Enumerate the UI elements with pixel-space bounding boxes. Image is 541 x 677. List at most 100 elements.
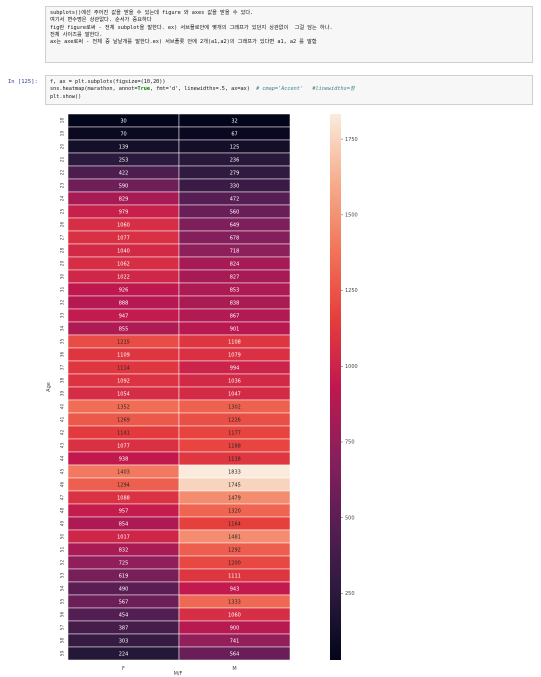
cell-annotation: 1141 [117,430,130,436]
markdown-line: fig란 figure로써 - 전체 subplot을 말한다. ex) 서브플… [50,24,333,31]
cell-annotation: 947 [119,313,129,319]
cell-annotation: 1352 [117,404,130,410]
y-tick-label: 49 [60,521,66,527]
cell-annotation: 139 [119,144,129,150]
colorbar-tick-label: 1750 [345,137,358,143]
code-line: f, ax = plt.subplots(figsize=(10,20)) [50,79,166,85]
cell-annotation: 827 [230,274,240,280]
cell-annotation: 1215 [117,339,130,345]
cell-annotation: 1062 [117,261,130,267]
cell-annotation: 855 [119,326,129,332]
y-tick-label: 30 [60,274,66,280]
cell-annotation: 1177 [228,430,241,436]
y-tick-label: 59 [60,651,66,657]
y-tick-label: 53 [60,573,66,579]
y-tick-label: 51 [60,547,66,553]
cell-annotation: 1118 [228,456,241,462]
cell-annotation: 279 [230,170,240,176]
code-text: , fmt='d', linewidths=.5, ax=ax) [149,86,257,93]
cell-annotation: 824 [230,261,240,267]
cell-annotation: 560 [230,209,240,215]
cell-annotation: 649 [230,222,240,228]
cell-annotation: 1226 [228,417,241,423]
code-text: sns.heatmap(marathon, annot= [50,86,138,93]
y-tick-label: 32 [60,300,66,306]
cell-annotation: 854 [119,521,129,527]
cell-annotation: 741 [230,638,240,644]
code-cell[interactable]: f, ax = plt.subplots(figsize=(10,20)) sn… [45,75,533,105]
cell-annotation: 1060 [117,222,130,228]
cell-annotation: 70 [120,131,126,137]
cell-annotation: 32 [231,118,237,124]
markdown-cell[interactable]: subplots()에선 주어진 값을 받을 수 있는데 figure 와 ax… [45,6,533,63]
colorbar-tick-label: 750 [345,440,355,446]
y-tick-label: 19 [60,131,66,137]
x-axis-label: M/F [174,671,183,677]
cell-annotation: 253 [119,157,129,163]
colorbar-tick-label: 1500 [345,213,358,219]
cell-annotation: 567 [119,599,129,605]
cell-annotation: 1092 [117,378,130,384]
cell-annotation: 853 [230,287,240,293]
y-tick-label: 45 [60,469,66,475]
y-tick-label: 50 [60,534,66,540]
y-tick-label: 23 [60,183,66,189]
cell-annotation: 1188 [228,443,241,449]
y-tick-label: 39 [60,391,66,397]
cell-annotation: 1060 [228,612,241,618]
heatmap-cell [178,646,291,661]
cell-annotation: 1108 [228,339,241,345]
cell-annotation: 938 [119,456,129,462]
cell-annotation: 1036 [228,378,241,384]
code-keyword: True [137,86,150,93]
cell-annotation: 236 [230,157,240,163]
code-line: plt.show() [50,93,82,100]
cell-annotation: 1077 [117,235,130,241]
cell-annotation: 1114 [117,365,130,371]
cell-annotation: 1302 [228,404,241,410]
y-tick-label: 57 [60,625,66,631]
cell-annotation: 957 [119,508,129,514]
cell-annotation: 1111 [228,573,241,579]
y-tick-label: 56 [60,612,66,618]
cell-annotation: 1077 [117,443,130,449]
cell-annotation: 1269 [117,417,130,423]
y-tick-label: 28 [60,248,66,254]
cell-annotation: 1481 [228,534,241,540]
cell-annotation: 387 [119,625,129,631]
cell-annotation: 838 [230,300,240,306]
y-tick-label: 47 [60,495,66,501]
cell-annotation: 1292 [228,547,241,553]
y-tick-label: 48 [60,508,66,514]
y-tick-label: 55 [60,599,66,605]
cell-annotation: 994 [230,365,240,371]
cell-annotation: 1088 [117,495,130,501]
y-tick-label: 29 [60,261,66,267]
cell-annotation: 1017 [117,534,130,540]
cell-annotation: 1047 [228,391,241,397]
colorbar-tick-label: 500 [345,515,355,521]
cell-annotation: 619 [119,573,129,579]
markdown-line: 여기서 변수명은 상관없다. 순서가 중요하다 [50,17,152,24]
cell-annotation: 901 [230,326,240,332]
cell-annotation: 590 [119,183,129,189]
cell-annotation: 867 [230,313,240,319]
cell-annotation: 832 [119,547,129,553]
y-tick-label: 27 [60,235,66,241]
colorbar-tick-label: 1250 [345,288,358,294]
y-tick-label: 42 [60,430,66,436]
y-tick-label: 35 [60,339,66,345]
y-tick-label: 34 [60,326,66,332]
cell-annotation: 926 [119,287,129,293]
y-tick-label: 46 [60,482,66,488]
cell-prompt: In [125]: [8,79,38,85]
y-tick-label: 22 [60,170,66,176]
cell-annotation: 490 [119,586,129,592]
cell-annotation: 1200 [228,560,241,566]
cell-annotation: 1054 [117,391,130,397]
y-tick-label: 52 [60,560,66,566]
y-tick-label: 18 [60,118,66,124]
cell-annotation: 224 [119,651,129,657]
code-comment: # cmap='Accent' [256,86,303,93]
cell-annotation: 1833 [228,469,241,475]
